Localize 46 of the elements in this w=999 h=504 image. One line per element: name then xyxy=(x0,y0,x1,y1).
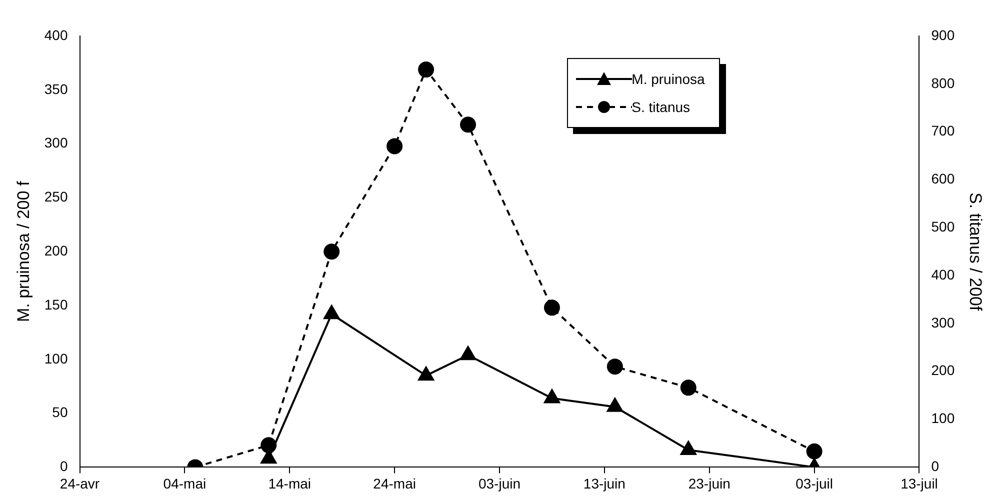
x-tick-label: 13-juil xyxy=(900,475,938,492)
legend-label: M. pruinosa xyxy=(632,71,705,87)
point xyxy=(806,443,822,460)
y-tick-label: 0 xyxy=(60,458,68,474)
y-tick-label: 300 xyxy=(44,134,68,151)
y2-tick-label: 100 xyxy=(931,410,955,426)
y-tick-label: 200 xyxy=(44,242,68,258)
point xyxy=(460,116,476,133)
y2-tick-label: 700 xyxy=(931,122,955,139)
point xyxy=(324,305,340,320)
point xyxy=(460,346,476,360)
point xyxy=(606,358,623,375)
y2-tick-label: 400 xyxy=(931,266,955,282)
y2-tick-label: 0 xyxy=(931,458,940,474)
x-tick-label: 03-juin xyxy=(478,475,521,492)
point xyxy=(607,398,623,412)
point xyxy=(544,389,560,404)
x-tick-label: 04-mai xyxy=(163,475,206,492)
legend-label: S. titanus xyxy=(632,99,690,115)
point xyxy=(680,440,696,455)
x-tick-label: 14-mai xyxy=(268,475,312,492)
y-tick-label: 100 xyxy=(44,350,68,366)
x-tick-label: 24-avr xyxy=(60,475,100,492)
y2-axis-title: S. titanus / 200f xyxy=(966,192,986,311)
y2-tick-label: 300 xyxy=(931,314,955,330)
y2-tick-label: 500 xyxy=(931,218,955,235)
point xyxy=(680,380,696,396)
y2-tick-label: 600 xyxy=(931,170,955,187)
point xyxy=(386,138,403,154)
y2-tick-label: 800 xyxy=(931,74,955,91)
point xyxy=(324,244,340,260)
x-tick-label: 03-juil xyxy=(796,475,833,492)
y2-tick-label: 200 xyxy=(931,362,955,378)
y-tick-label: 50 xyxy=(52,404,68,420)
y-tick-label: 350 xyxy=(44,80,68,97)
y-tick-label: 400 xyxy=(44,26,68,43)
point xyxy=(544,300,560,316)
y-tick-label: 150 xyxy=(44,296,68,312)
x-tick-label: 24-mai xyxy=(373,475,416,492)
y-tick-label: 250 xyxy=(44,188,68,205)
point xyxy=(418,62,434,78)
y-axis-title: M. pruinosa / 200 f xyxy=(14,180,33,322)
x-tick-label: 23-juin xyxy=(688,475,730,492)
y2-tick-label: 900 xyxy=(931,26,955,43)
x-tick-label: 13-juin xyxy=(583,475,626,492)
point xyxy=(418,366,434,381)
